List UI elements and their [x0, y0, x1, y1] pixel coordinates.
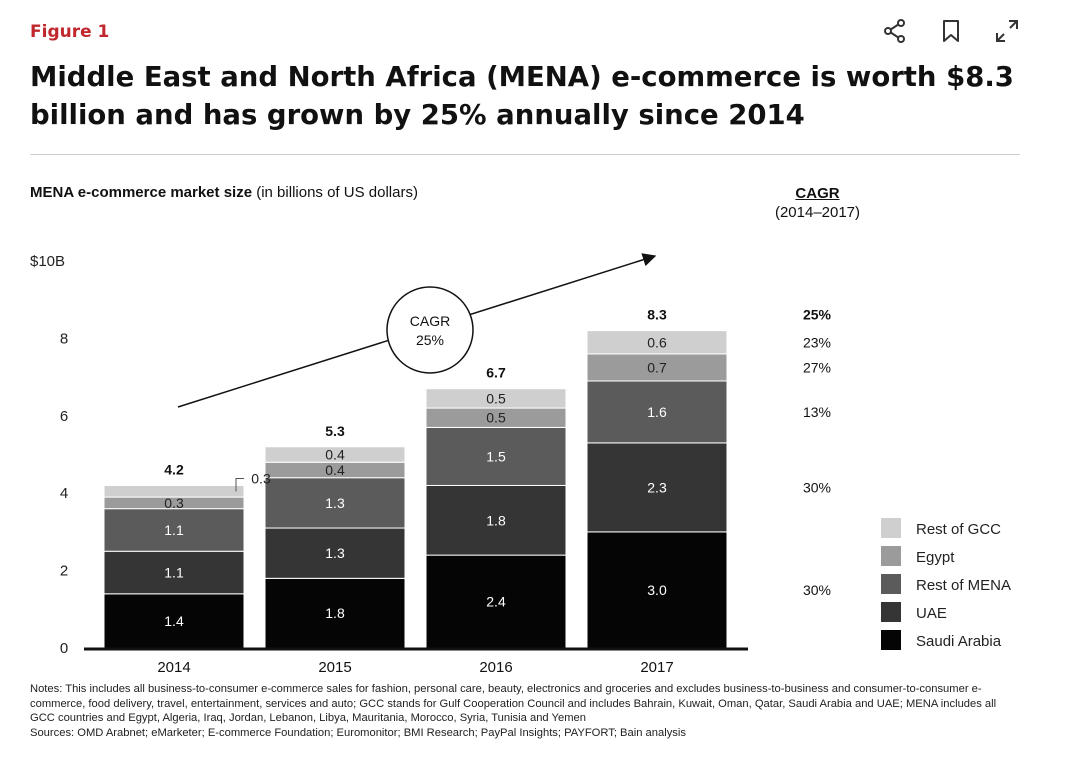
total-label: 6.7: [486, 365, 506, 381]
segment-label: 0.4: [325, 462, 345, 478]
segment-label: 0.3: [164, 495, 184, 511]
y-tick-label: $10B: [30, 253, 65, 270]
y-tick-label: 2: [60, 563, 68, 580]
total-label: 5.3: [325, 423, 345, 439]
segment-label: 1.5: [486, 448, 506, 464]
cagr-bubble-value: 25%: [416, 332, 444, 348]
cagr-bubble-label: CAGR: [410, 313, 450, 329]
cagr-segment-value: 30%: [803, 582, 831, 598]
y-tick-label: 4: [60, 485, 68, 502]
segment-label: 1.1: [164, 522, 184, 538]
bar-segment: [264, 527, 406, 579]
total-label: 8.3: [647, 307, 667, 323]
y-tick-label: 0: [60, 640, 68, 657]
bar-segment: [425, 484, 567, 556]
y-tick-label: 6: [60, 408, 68, 425]
bar-segment: [586, 353, 728, 382]
legend-swatch: [881, 546, 901, 566]
page-title: Middle East and North Africa (MENA) e-co…: [30, 61, 1014, 131]
cagr-total: 25%: [803, 307, 832, 323]
legend-label: Saudi Arabia: [916, 633, 1002, 650]
segment-label: 0.4: [325, 447, 345, 463]
bar-segment: [264, 446, 406, 463]
segment-label: 0.5: [486, 410, 506, 426]
segment-label: 1.6: [647, 404, 667, 420]
cagr-segment-value: 30%: [803, 479, 831, 495]
bar-segment: [103, 593, 245, 649]
cagr-segment-value: 23%: [803, 334, 831, 350]
callout-label: 0.3: [251, 470, 271, 486]
callout-line: [235, 477, 244, 492]
sources-text: Sources: OMD Arabnet; eMarketer; E-comme…: [30, 726, 686, 739]
x-tick-label: 2017: [640, 659, 673, 676]
segment-label: 2.3: [647, 479, 667, 495]
segment-label: 3.0: [647, 582, 667, 598]
legend-label: Egypt: [916, 549, 955, 566]
expand-icon[interactable]: [994, 18, 1020, 44]
bar-segment: [586, 330, 728, 355]
segment-label: 1.1: [164, 565, 184, 581]
legend-swatch: [881, 574, 901, 594]
notes-text: Notes: This includes all business-to-con…: [30, 683, 997, 724]
segment-label: 2.4: [486, 594, 506, 610]
x-tick-label: 2014: [157, 659, 190, 676]
bar-segment: [103, 508, 245, 552]
bar-segment: [586, 380, 728, 444]
bar-segment: [586, 442, 728, 533]
segment-label: 1.8: [325, 605, 345, 621]
x-tick-label: 2016: [479, 659, 512, 676]
bar-segment: [103, 550, 245, 595]
chart-units: (in billions of US dollars): [256, 184, 418, 201]
market-size-chart: 0 2 4 6 8 $10B 1.4 1.1 1.1 0.3 4.2 2014 1.8 1.3 1.3 0.4…: [30, 253, 1011, 676]
y-tick-label: 8: [60, 330, 68, 347]
x-tick-label: 2015: [318, 659, 351, 676]
bar-segment: [586, 531, 728, 649]
bar-segment: [264, 477, 406, 529]
toolbar: [882, 18, 1020, 44]
cagr-segment-value: 13%: [803, 404, 831, 420]
bar-segment: [425, 388, 567, 409]
bar-segment: [103, 484, 245, 498]
bookmark-icon[interactable]: [938, 18, 964, 44]
segment-label: 1.3: [325, 495, 345, 511]
cagr-segment-value: 27%: [803, 359, 831, 375]
bar-segment: [425, 554, 567, 649]
legend-label: Rest of GCC: [916, 521, 1001, 538]
cagr-header-label: CAGR: [795, 185, 840, 202]
legend-swatch: [881, 630, 901, 650]
chart-title: MENA e-commerce market size: [30, 184, 253, 201]
bar-segment: [264, 577, 406, 649]
segment-label: 1.4: [164, 613, 184, 629]
cagr-header-period: (2014–2017): [774, 204, 861, 221]
cagr-header: CAGR (2014–2017): [760, 184, 875, 222]
bar-segment: [425, 426, 567, 486]
legend-label: UAE: [916, 605, 947, 622]
legend-swatch: [881, 518, 901, 538]
chart-notes: Notes: This includes all business-to-con…: [30, 682, 1020, 740]
share-icon[interactable]: [882, 18, 908, 44]
segment-label: 0.6: [647, 334, 667, 350]
legend-swatch: [881, 602, 901, 622]
chart-subtitle: MENA e-commerce market size (in billions…: [30, 184, 418, 201]
total-label: 4.2: [164, 461, 184, 477]
divider: [30, 154, 1020, 155]
segment-label: 1.3: [325, 545, 345, 561]
legend-label: Rest of MENA: [916, 577, 1011, 594]
segment-label: 1.8: [486, 512, 506, 528]
cagr-bubble: [386, 286, 474, 374]
figure-label: Figure 1: [30, 22, 110, 42]
segment-label: 0.7: [647, 359, 667, 375]
segment-label: 0.5: [486, 390, 506, 406]
